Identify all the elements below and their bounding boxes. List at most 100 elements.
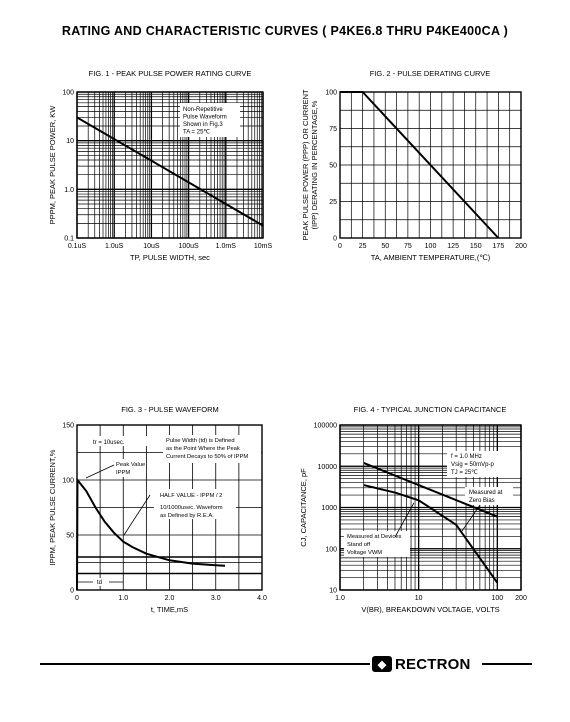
fig4-chart: f = 1.0 MHz Vsig = 50mVp-p TJ = 25℃ Measure… (299, 423, 527, 615)
fig4-x-tick-label: 10 (415, 595, 423, 602)
fig1-plot-frame (76, 91, 264, 239)
fig3-td-box (93, 578, 109, 586)
fig2-x-tick-label: 0 (338, 243, 342, 250)
fig4-x-tick-label: 1.0 (335, 595, 345, 602)
fig1-x-tick-label: 0.1uS (68, 243, 87, 250)
fig1-x-axis-label: TP, PULSE WIDTH, sec (130, 253, 210, 262)
fig2-y-tick-label: 25 (329, 199, 337, 206)
fig2-x-axis-label: TA, AMBIENT TEMPERATURE,(℃) (371, 253, 491, 262)
fig3-x-tick-label: 2.0 (165, 595, 175, 602)
fig3-td-label: td (97, 580, 102, 586)
fig3-tr-label: tr = 10usec. (93, 440, 125, 446)
fig2-y-axis-label: PEAK PULSE POWER (PPP) OR CURRENT (301, 89, 310, 241)
fig1-annotation: Pulse Waveform (183, 115, 227, 121)
fig3-series-line (76, 477, 226, 591)
fig3-waveform-note: as Defined by R.E.A. (160, 513, 214, 519)
fig4-standoff-pointer (394, 502, 415, 538)
fig4-y-tick-label: 10000 (318, 464, 338, 471)
fig3-pulse-width-note: Pulse Width (td) is Defined (166, 438, 235, 444)
fig2-y-tick-label: 100 (325, 90, 337, 97)
fig3-y-tick-label: 50 (66, 533, 74, 540)
fig3-half-value-note: HALF VALUE - IPPM / 2 (160, 493, 222, 499)
footer-rule-right (482, 663, 532, 665)
fig3-peak-note: IPPM (116, 470, 130, 476)
fig4-y-tick-label: 1000 (321, 505, 337, 512)
fig2-chart: 0 25 50 75 100 125 150 175 200 0 25 50 75 100 TA, AMBI… (301, 89, 527, 262)
fig3-pulse-width-note: as the Point Where the Peak (166, 446, 240, 452)
fig2-x-tick-label: 125 (447, 243, 459, 250)
fig1-x-tick-label: 10mS (254, 243, 273, 250)
fig2-y-tick-label: 75 (329, 126, 337, 133)
fig1-y-tick-label: 10 (66, 138, 74, 145)
fig3-half-value-box (154, 489, 236, 519)
fig4-conditions-box (447, 451, 521, 477)
fig3-pulse-width-box (163, 435, 261, 463)
fig2-x-tick-label: 150 (470, 243, 482, 250)
fig2-y-tick-label: 0 (333, 236, 337, 243)
fig2-x-tick-label: 100 (425, 243, 437, 250)
fig1-x-tick-label: 1.0uS (105, 243, 124, 250)
fig4-y-tick-label: 10 (329, 588, 337, 595)
fig4-zero-bias-box (465, 487, 513, 505)
fig1-title: FIG. 1 - PEAK PULSE POWER RATING CURVE (88, 69, 252, 78)
fig4-series-zero-bias (363, 462, 498, 518)
fig3-chart: tr = 10usec. Pulse Width (td) is Defined a… (48, 423, 267, 615)
fig3-peak-note: Peak Value (116, 462, 145, 468)
fig3-plot-frame (76, 424, 263, 591)
brand-logo: ◆ RECTRON (372, 654, 471, 674)
fig4-plot-frame (339, 424, 522, 591)
fig3-y-axis-label: IPPM, PEAK PULSE CURRENT,% (48, 449, 57, 565)
fig1-y-tick-label: 0.1 (64, 236, 74, 243)
fig3-x-tick-label: 3.0 (211, 595, 221, 602)
fig1-y-tick-label: 1.0 (64, 187, 74, 194)
fig4-standoff-note: Measured at Devices (347, 534, 402, 540)
fig1-x-tick-label: 100uS (178, 243, 199, 250)
fig2-x-tick-label: 75 (404, 243, 412, 250)
fig4-conditions-note: Vsig = 50mVp-p (451, 462, 495, 468)
fig1-annotation-box (180, 103, 240, 137)
fig1-annotation: TA = 25℃ (183, 130, 210, 136)
fig3-waveform-note: 10/1000usec. Waveform (160, 505, 223, 511)
fig2-x-tick-label: 25 (359, 243, 367, 250)
fig4-standoff-box (344, 531, 410, 557)
fig2-y-axis-label: (IPP) DERATING IN PERCENTAGE,% (310, 100, 319, 229)
fig4-x-tick-label: 100 (491, 595, 503, 602)
fig3-x-tick-label: 0 (75, 595, 79, 602)
fig4-conditions-note: TJ = 25℃ (451, 470, 478, 476)
footer-rule-left (40, 663, 370, 665)
fig2-y-tick-label: 50 (329, 163, 337, 170)
fig3-pulse-width-note: Current Decays to 50% of IPPM (166, 454, 248, 460)
fig4-x-tick-label: 200 (515, 595, 527, 602)
fig4-title: FIG. 4 - TYPICAL JUNCTION CAPACITANCE (353, 405, 507, 414)
page-title: RATING AND CHARACTERISTIC CURVES ( P4KE6… (61, 24, 509, 38)
fig1-x-tick-label: 1.0mS (216, 243, 237, 250)
fig4-standoff-note: Voltage VWM (347, 550, 382, 556)
fig3-x-tick-label: 4.0 (257, 595, 267, 602)
fig2-x-tick-label: 175 (493, 243, 505, 250)
fig2-title: FIG. 2 - PULSE DERATING CURVE (369, 69, 491, 78)
fig3-peak-pointer (85, 464, 115, 479)
brand-name: RECTRON (395, 655, 471, 673)
fig4-conditions-note: f = 1.0 MHz (451, 454, 482, 460)
fig3-y-tick-label: 0 (70, 588, 74, 595)
fig1-series-line (76, 116, 264, 227)
fig3-tr-box (88, 436, 148, 446)
fig4-zero-bias-note: Zero Bias (469, 498, 495, 504)
fig4-x-axis-label: V(BR), BREAKDOWN VOLTAGE, VOLTS (361, 605, 499, 614)
fig4-y-tick-label: 100 (325, 546, 337, 553)
fig3-half-pointer (123, 494, 151, 536)
fig3-x-axis-label: t, TIME,mS (151, 605, 188, 614)
fig3-title: FIG. 3 - PULSE WAVEFORM (121, 405, 219, 414)
fig4-y-tick-label: 100000 (314, 423, 337, 430)
fig1-annotation: Non-Repetitive (183, 107, 223, 113)
fig3-y-tick-label: 100 (62, 478, 74, 485)
fig4-series-standoff (363, 484, 499, 584)
rectron-logo-icon: ◆ (372, 656, 392, 672)
fig2-x-tick-label: 200 (515, 243, 527, 250)
fig1-y-tick-label: 100 (62, 90, 74, 97)
fig4-zero-bias-note: Measured at (469, 490, 503, 496)
fig3-x-tick-label: 1.0 (118, 595, 128, 602)
fig2-plot-frame (339, 91, 522, 239)
fig1-y-axis-label: PPPM, PEAK PULSE POWER, KW (48, 105, 57, 225)
